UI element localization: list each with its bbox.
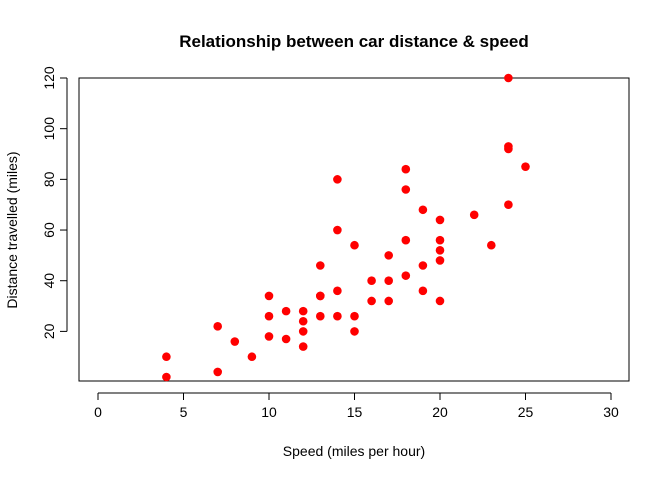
chart-title: Relationship between car distance & spee…: [179, 32, 529, 51]
data-point: [333, 286, 342, 296]
data-point: [367, 276, 376, 286]
data-point: [213, 367, 222, 377]
data-point: [487, 240, 496, 250]
data-point: [435, 296, 445, 306]
data-point: [418, 286, 428, 296]
data-point: [435, 215, 445, 225]
data-point: [213, 322, 222, 331]
data-point: [435, 256, 445, 265]
data-point: [384, 276, 394, 286]
data-point: [230, 337, 240, 346]
x-tick-label: 20: [432, 404, 448, 420]
y-tick-label: 40: [41, 273, 57, 289]
plot-frame: [78, 77, 630, 382]
data-points: [162, 73, 530, 382]
data-point: [316, 291, 325, 301]
data-point: [264, 311, 274, 321]
data-point: [350, 311, 359, 321]
x-axis-label: Speed (miles per hour): [283, 443, 425, 459]
data-point: [521, 162, 530, 171]
data-point: [401, 271, 411, 280]
data-point: [435, 246, 445, 255]
data-point: [281, 334, 291, 344]
data-point: [504, 200, 513, 209]
x-tick-label: 30: [603, 404, 619, 420]
x-axis: 0 5 10 15 20 25 30: [94, 392, 619, 420]
y-tick-label: 100: [41, 117, 57, 141]
x-tick-label: 25: [518, 404, 534, 420]
data-point: [350, 327, 359, 336]
data-point: [333, 225, 342, 235]
data-point: [350, 240, 359, 250]
data-point: [504, 73, 513, 83]
x-tick-label: 15: [347, 404, 363, 420]
y-tick-label: 80: [41, 171, 57, 187]
data-point: [162, 372, 171, 382]
data-point: [469, 210, 479, 220]
data-point: [298, 327, 308, 336]
data-point: [333, 311, 342, 321]
data-point: [367, 296, 376, 306]
data-point: [298, 306, 308, 316]
data-point: [435, 235, 445, 245]
data-point: [264, 332, 274, 341]
data-point: [418, 261, 428, 270]
y-tick-label: 120: [41, 66, 57, 90]
data-point: [384, 251, 394, 260]
data-point: [298, 342, 308, 351]
data-point: [418, 205, 428, 215]
data-point: [384, 296, 394, 306]
x-tick-label: 0: [94, 404, 102, 420]
data-point: [401, 235, 411, 245]
y-tick-label: 60: [41, 222, 57, 238]
data-point: [298, 316, 308, 326]
y-axis-label: Distance travelled (miles): [4, 151, 20, 308]
data-point: [316, 311, 325, 321]
y-tick-label: 20: [41, 323, 57, 339]
data-point: [504, 142, 513, 151]
x-tick-label: 5: [180, 404, 188, 420]
data-point: [247, 352, 257, 362]
data-point: [264, 291, 274, 301]
data-point: [401, 164, 411, 174]
data-point: [316, 261, 325, 270]
data-point: [333, 175, 342, 184]
data-point: [401, 185, 411, 194]
y-axis: 20 40 60 80 100 120: [41, 66, 68, 339]
data-point: [281, 306, 291, 316]
x-tick-label: 10: [261, 404, 277, 420]
data-point: [162, 352, 171, 362]
